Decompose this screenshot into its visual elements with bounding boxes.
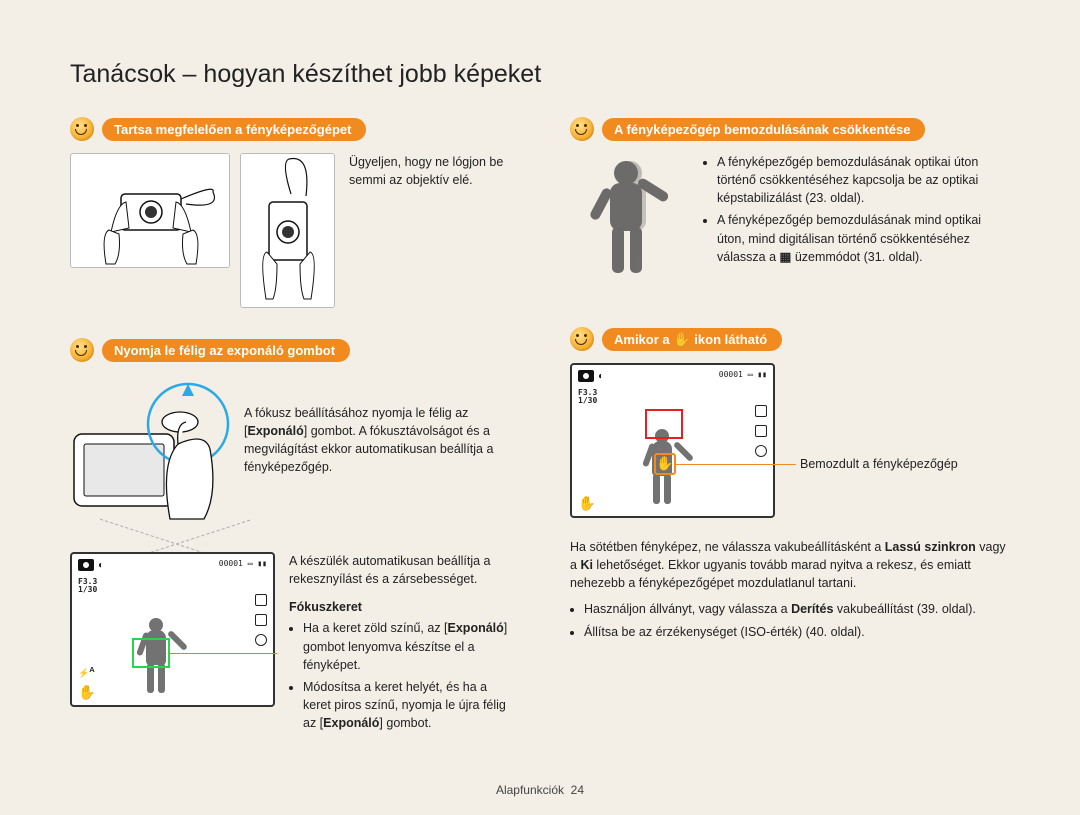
smiley-icon	[70, 338, 94, 362]
lcd-right-icons	[255, 594, 267, 646]
camera-mode-icon	[78, 559, 94, 571]
sec4-heading: Amikor a ✋ ikon látható	[602, 328, 782, 351]
sec2-para1: A fókusz beállításához nyomja le félig a…	[244, 374, 510, 534]
callout-line	[170, 653, 277, 654]
focus-frame-red	[645, 409, 683, 439]
sec3-heading-row: A fényképezőgép bemozdulásának csökkenté…	[570, 117, 1010, 141]
metering-icon	[755, 445, 767, 457]
metering-icon	[255, 634, 267, 646]
focus-frame-label: Fókuszkeret	[289, 598, 510, 616]
lcd-top-right: 00001 ▭ ▮▮	[719, 370, 767, 380]
sec1-illus-group	[70, 153, 335, 308]
focus-frame-green	[132, 638, 170, 668]
lcd-right-icons	[755, 405, 767, 457]
sec3-bullets: A fényképezőgép bemozdulásának optikai ú…	[703, 153, 1010, 270]
quality-icon	[255, 614, 267, 626]
lcd-bottom-left: ⚡A ✋	[78, 665, 95, 699]
lcd-exposure: F3.3 1/30	[78, 578, 97, 594]
footer-page: 24	[571, 783, 584, 797]
illustration-hold-camera-portrait	[240, 153, 335, 308]
battery-icon: ▮▮	[257, 559, 267, 568]
right-column: A fényképezőgép bemozdulásának csökkenté…	[570, 117, 1010, 736]
sec2-side-text: A készülék automatikusan beállítja a rek…	[289, 552, 510, 736]
hand-icon: ✋	[673, 331, 690, 347]
sec4-lcd-wrap: ◐ 00001 ▭ ▮▮ F3.3 1/30 ✋	[570, 363, 1010, 518]
illustration-blurry-silhouette	[570, 153, 685, 283]
smiley-icon	[570, 327, 594, 351]
size-icon	[255, 594, 267, 606]
program-icon: ◐	[598, 371, 604, 382]
lcd-top-right: 00001 ▭ ▮▮	[219, 559, 267, 569]
lcd-screen-green: ◐ 00001 ▭ ▮▮ F3.3 1/30 ⚡A ✋	[70, 552, 275, 707]
sec4-para: Ha sötétben fényképez, ne válassza vakub…	[570, 538, 1010, 592]
card-icon: ▭	[248, 559, 253, 568]
flash-icon: ⚡A	[78, 665, 95, 679]
sec1-heading: Tartsa megfelelően a fényképezőgépet	[102, 118, 366, 141]
shake-indicator-box: ✋	[654, 453, 676, 475]
lcd-counter: 00001	[219, 559, 243, 568]
shake-icon: ✋	[78, 685, 95, 699]
sec3-content: A fényképezőgép bemozdulásának optikai ú…	[570, 153, 1010, 283]
lcd-bottom-left: ✋	[578, 496, 595, 510]
sec4-callout: Bemozdult a fényképezőgép	[800, 455, 958, 473]
bullet: Ha a keret zöld színű, az [Exponáló] gom…	[303, 619, 510, 673]
bullet: Módosítsa a keret helyét, és ha a keret …	[303, 678, 510, 732]
sec3-heading: A fényképezőgép bemozdulásának csökkenté…	[602, 118, 925, 141]
sec2-heading: Nyomja le félig az exponáló gombot	[102, 339, 350, 362]
sec4-bullets: Használjon állványt, vagy válassza a Der…	[570, 600, 1010, 640]
bullet: Állítsa be az érzékenységet (ISO-érték) …	[584, 623, 1010, 641]
columns: Tartsa megfelelően a fényképezőgépet	[70, 117, 1010, 736]
lcd-shutter: 1/30	[78, 586, 97, 594]
callout-line	[676, 464, 796, 465]
size-icon	[755, 405, 767, 417]
left-column: Tartsa megfelelően a fényképezőgépet	[70, 117, 510, 736]
sec1-content: Ügyeljen, hogy ne lógjon be semmi az obj…	[70, 153, 510, 308]
lcd-screen-red: ◐ 00001 ▭ ▮▮ F3.3 1/30 ✋	[570, 363, 775, 518]
page-title: Tanácsok – hogyan készíthet jobb képeket	[70, 60, 1010, 89]
bullet: Használjon állványt, vagy válassza a Der…	[584, 600, 1010, 618]
battery-icon: ▮▮	[757, 370, 767, 379]
card-icon: ▭	[748, 370, 753, 379]
text-bold: Exponáló	[247, 424, 303, 438]
shake-icon: ✋	[578, 496, 595, 510]
lcd-exposure: F3.3 1/30	[578, 389, 597, 405]
program-icon: ◐	[98, 560, 104, 571]
footer-label: Alapfunkciók	[496, 783, 564, 797]
bullet: A fényképezőgép bemozdulásának mind opti…	[717, 211, 1010, 265]
bullet: A fényképezőgép bemozdulásának optikai ú…	[717, 153, 1010, 207]
sec2-lcd-row: ◐ 00001 ▭ ▮▮ F3.3 1/30 ⚡A ✋	[70, 552, 510, 736]
sec2-top-row: A fókusz beállításához nyomja le félig a…	[70, 374, 510, 534]
smiley-icon	[570, 117, 594, 141]
sec2-bullets: Ha a keret zöld színű, az [Exponáló] gom…	[289, 619, 510, 732]
sec4-heading-row: Amikor a ✋ ikon látható	[570, 327, 1010, 351]
sec1-caption: Ügyeljen, hogy ne lógjon be semmi az obj…	[349, 153, 510, 308]
page-footer: Alapfunkciók 24	[0, 783, 1080, 797]
lcd-top-left: ◐	[78, 559, 104, 571]
camera-mode-icon	[578, 370, 594, 382]
sec2-heading-row: Nyomja le félig az exponáló gombot	[70, 338, 510, 362]
lcd-shutter: 1/30	[578, 397, 597, 405]
smiley-icon	[70, 117, 94, 141]
sec1-heading-row: Tartsa megfelelően a fényképezőgépet	[70, 117, 510, 141]
lcd-top-left: ◐	[578, 370, 604, 382]
illustration-half-press	[70, 374, 230, 534]
lcd-counter: 00001	[719, 370, 743, 379]
hand-icon: ✋	[656, 455, 673, 471]
dual-mode-icon: ▦	[780, 250, 792, 264]
illustration-hold-camera-front	[70, 153, 230, 268]
quality-icon	[755, 425, 767, 437]
sec2-auto-text: A készülék automatikusan beállítja a rek…	[289, 552, 510, 588]
